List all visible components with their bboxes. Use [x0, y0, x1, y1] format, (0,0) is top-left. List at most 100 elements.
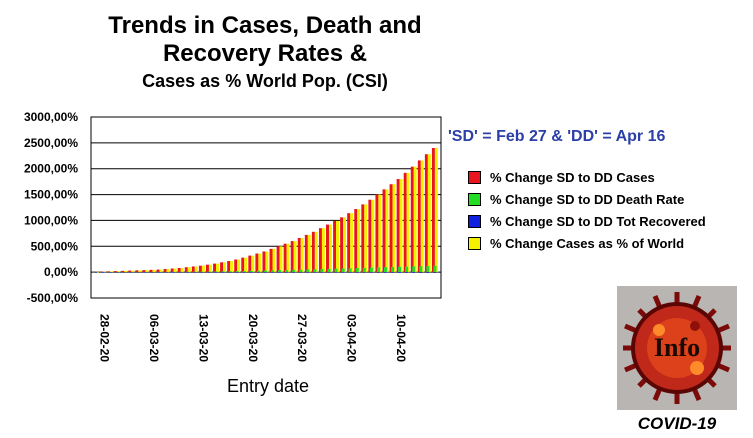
- bar--change-sd-to-dd-death-rate: [334, 268, 338, 273]
- bar--change-sd-to-dd-death-rate: [405, 266, 409, 273]
- bar--change-cases-as-of-world: [279, 246, 283, 273]
- legend-swatch: [468, 170, 481, 184]
- bar--change-sd-to-dd-cases: [389, 184, 393, 273]
- bar--change-sd-to-dd-tot-recovered: [129, 272, 133, 273]
- bar--change-sd-to-dd-death-rate: [299, 269, 303, 273]
- bar--change-sd-to-dd-cases: [410, 166, 414, 273]
- y-tick-label: 2500,00%: [24, 136, 78, 150]
- bar--change-sd-to-dd-death-rate: [376, 267, 380, 273]
- bar--change-sd-to-dd-tot-recovered: [242, 272, 246, 273]
- bar--change-sd-to-dd-tot-recovered: [122, 272, 126, 273]
- bar--change-sd-to-dd-tot-recovered: [278, 272, 282, 273]
- bar--change-cases-as-of-world: [201, 265, 205, 273]
- chart-subtitle: Cases as % World Pop. (CSI): [142, 71, 388, 91]
- y-tick-label: 1500,00%: [24, 188, 78, 202]
- bar--change-sd-to-dd-cases: [347, 213, 351, 273]
- bar--change-sd-to-dd-cases: [234, 259, 238, 273]
- bar--change-sd-to-dd-cases: [184, 267, 188, 273]
- bar--change-sd-to-dd-death-rate: [313, 269, 317, 273]
- bar--change-sd-to-dd-death-rate: [235, 271, 239, 273]
- bar--change-sd-to-dd-tot-recovered: [228, 272, 232, 273]
- bar--change-sd-to-dd-death-rate: [186, 271, 190, 273]
- bar--change-sd-to-dd-tot-recovered: [263, 272, 267, 273]
- bar--change-sd-to-dd-tot-recovered: [398, 272, 402, 273]
- y-tick-label: -500,00%: [27, 291, 79, 305]
- legend-label: % Change SD to DD Cases: [490, 169, 655, 185]
- bar--change-cases-as-of-world: [307, 234, 311, 273]
- legend-swatch: [468, 236, 481, 250]
- bar--change-cases-as-of-world: [180, 268, 184, 273]
- bar--change-sd-to-dd-tot-recovered: [426, 272, 430, 273]
- bar--change-sd-to-dd-tot-recovered: [158, 272, 161, 273]
- bar--change-sd-to-dd-cases: [269, 248, 273, 273]
- bar--change-sd-to-dd-tot-recovered: [320, 272, 324, 273]
- bar--change-sd-to-dd-tot-recovered: [94, 272, 98, 273]
- bar--change-cases-as-of-world: [103, 271, 106, 273]
- bar--change-sd-to-dd-cases: [114, 271, 118, 273]
- bar--change-cases-as-of-world: [187, 267, 191, 273]
- y-tick-label: 1000,00%: [24, 213, 78, 227]
- bar--change-cases-as-of-world: [300, 238, 304, 273]
- bar--change-sd-to-dd-death-rate: [341, 268, 345, 273]
- bar--change-sd-to-dd-tot-recovered: [383, 272, 387, 273]
- bar--change-sd-to-dd-tot-recovered: [193, 272, 197, 273]
- bar--change-cases-as-of-world: [293, 241, 297, 273]
- bar--change-sd-to-dd-cases: [241, 257, 245, 273]
- bar--change-sd-to-dd-tot-recovered: [150, 272, 154, 273]
- virus-spot: [690, 361, 704, 375]
- bar--change-sd-to-dd-tot-recovered: [108, 272, 112, 273]
- bar--change-sd-to-dd-tot-recovered: [334, 272, 338, 273]
- bar--change-sd-to-dd-tot-recovered: [341, 272, 345, 273]
- bar--change-cases-as-of-world: [328, 224, 332, 273]
- bar--change-sd-to-dd-cases: [227, 261, 231, 273]
- bar--change-cases-as-of-world: [152, 269, 156, 273]
- bar--change-sd-to-dd-cases: [304, 234, 308, 273]
- bar--change-sd-to-dd-tot-recovered: [412, 272, 416, 273]
- bar--change-cases-as-of-world: [406, 172, 410, 273]
- bar--change-sd-to-dd-cases: [121, 270, 125, 273]
- bar--change-cases-as-of-world: [131, 270, 135, 273]
- bar--change-cases-as-of-world: [427, 154, 431, 273]
- bar--change-sd-to-dd-tot-recovered: [369, 272, 373, 273]
- legend-label: % Change SD to DD Tot Recovered: [490, 213, 706, 229]
- virus-spot: [690, 321, 700, 331]
- bar--change-sd-to-dd-cases: [177, 268, 181, 273]
- bar--change-sd-to-dd-death-rate: [362, 267, 366, 273]
- covid-info-logo: Info: [617, 286, 737, 410]
- bar--change-sd-to-dd-cases: [191, 266, 195, 273]
- bar--change-sd-to-dd-death-rate: [207, 271, 211, 273]
- bar--change-sd-to-dd-tot-recovered: [285, 272, 289, 273]
- bar--change-cases-as-of-world: [251, 255, 255, 273]
- bar--change-sd-to-dd-cases: [135, 270, 139, 273]
- y-tick-label: 500,00%: [31, 239, 79, 253]
- bar--change-sd-to-dd-tot-recovered: [186, 272, 190, 273]
- bar--change-sd-to-dd-tot-recovered: [292, 272, 296, 273]
- bar--change-sd-to-dd-cases: [276, 246, 280, 273]
- bar--change-sd-to-dd-death-rate: [383, 267, 387, 273]
- legend-swatch: [468, 192, 481, 206]
- bar--change-sd-to-dd-cases: [375, 194, 379, 273]
- bar--change-sd-to-dd-tot-recovered: [391, 272, 395, 273]
- bar--change-sd-to-dd-tot-recovered: [179, 272, 183, 273]
- bar--change-sd-to-dd-death-rate: [242, 271, 246, 273]
- legend-swatch: [468, 214, 481, 228]
- bar--change-sd-to-dd-cases: [290, 241, 294, 273]
- bar--change-sd-to-dd-death-rate: [419, 266, 423, 273]
- bar--change-sd-to-dd-death-rate: [221, 271, 225, 273]
- bar--change-cases-as-of-world: [357, 209, 361, 273]
- bar--change-cases-as-of-world: [117, 271, 121, 273]
- bar--change-sd-to-dd-death-rate: [306, 269, 310, 273]
- y-tick-label: 2000,00%: [24, 162, 78, 176]
- bar--change-cases-as-of-world: [385, 189, 389, 273]
- bar--change-sd-to-dd-tot-recovered: [200, 272, 204, 273]
- bar--change-sd-to-dd-tot-recovered: [143, 272, 147, 273]
- bar--change-cases-as-of-world: [194, 266, 198, 273]
- bar--change-sd-to-dd-cases: [417, 160, 421, 273]
- bar--change-sd-to-dd-tot-recovered: [115, 272, 119, 273]
- y-tick-label: 3000,00%: [24, 110, 78, 124]
- legend-heading: 'SD' = Feb 27 & 'DD' = Apr 16: [448, 128, 666, 145]
- bar--change-sd-to-dd-cases: [361, 204, 365, 273]
- legend-item: % Change SD to DD Cases: [468, 166, 706, 188]
- bar--change-sd-to-dd-death-rate: [263, 270, 267, 273]
- bar--change-cases-as-of-world: [314, 231, 318, 273]
